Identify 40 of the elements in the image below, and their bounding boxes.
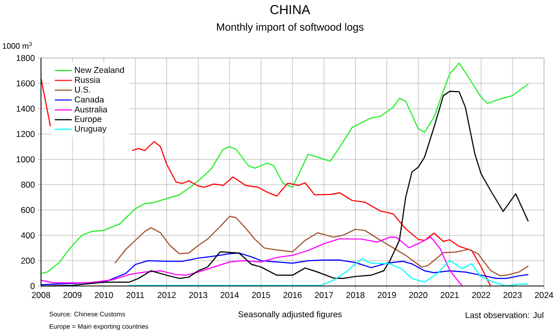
text: Seasonally adjusted figures [238,311,342,319]
legend-label: Russia [75,76,100,83]
x-tick-label: 2019 [378,292,396,298]
y-tick-label: 800 [21,182,35,188]
x-tick-label: 2024 [534,292,554,298]
x-tick-label: 2020 [409,292,428,298]
x-tick-label: 2018 [346,292,364,298]
x-tick-label: 2009 [63,292,82,298]
legend-label: Europe [75,116,102,124]
chart-subtitle: Monthly import of softwood logs [217,23,364,33]
x-tick-label: 2008 [32,292,50,298]
y-tick-label: 0 [30,282,35,290]
line-series [114,216,529,276]
x-tick-label: 2010 [94,292,113,298]
x-tick-label: 2022 [472,292,490,298]
x-tick-label: 2021 [440,292,459,298]
legend-label: U.S. [75,86,90,93]
y-tick-label: 200 [21,258,35,264]
legend-label: Uruguay [75,126,106,134]
legend-label: New Zealand [75,66,124,73]
x-tick-label: 2011 [126,292,144,298]
x-tick-label: 2015 [252,292,270,298]
y-axis-title: 1000 m$^{3}$ [2,42,32,49]
y-tick-label: 600 [21,206,35,214]
x-tick-label: 2014 [220,292,239,298]
text: Last observation: Jul [466,312,544,318]
y-tick-label: 1600 [16,80,35,86]
x-tick-label: 2023 [504,292,522,298]
x-tick-label: 2016 [283,292,302,298]
y-tick-label: 1400 [16,106,35,112]
x-tick-label: 2017 [314,292,333,298]
y-tick-label: 1200 [16,130,35,137]
legend-label: Canada [74,96,104,103]
y-tick-label: 1800 [16,54,35,61]
legend-label: Australia [74,106,108,112]
chart-title: CHINA [270,5,310,14]
x-tick-label: 2013 [189,292,208,298]
x-tick-label: 2012 [158,292,176,298]
y-tick-label: 400 [20,232,35,238]
y-tick-label: 1000 [16,156,35,162]
